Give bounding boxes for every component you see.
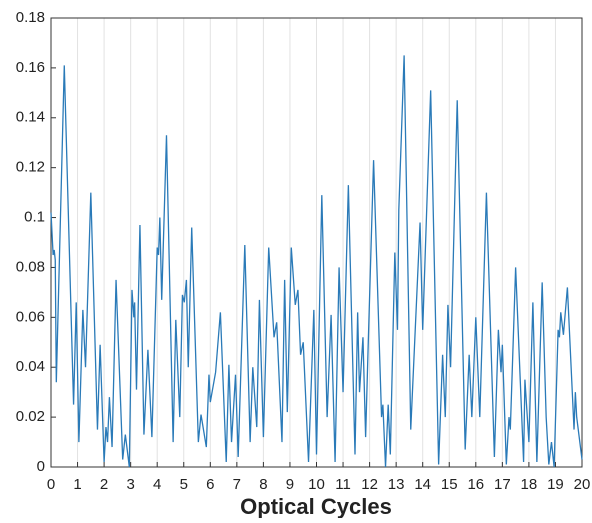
x-tick-label: 15 [441, 476, 458, 493]
x-axis-label: Optical Cycles [240, 494, 392, 518]
x-tick-label: 8 [259, 476, 267, 493]
x-tick-label: 2 [100, 476, 108, 493]
plot-frame [50, 17, 583, 468]
x-tick-label: 13 [388, 476, 405, 493]
y-tick-label: 0.1 [24, 209, 45, 226]
x-tick-label: 18 [521, 476, 538, 493]
x-tick-label: 14 [414, 476, 431, 493]
y-tick-label: 0.16 [16, 59, 45, 76]
y-tick-label: 0.14 [16, 109, 45, 126]
x-tick-label: 11 [335, 476, 351, 493]
x-tick-label: 6 [206, 476, 214, 493]
x-tick-label: 16 [467, 476, 484, 493]
x-tick-label: 17 [494, 476, 511, 493]
x-tick-label: 9 [286, 476, 294, 493]
y-tick-label: 0.04 [16, 358, 45, 375]
x-tick-label: 7 [233, 476, 241, 493]
data-line [50, 55, 583, 468]
x-tick-label: 3 [126, 476, 134, 493]
x-tick-label: 4 [153, 476, 161, 493]
y-tick-label: 0.12 [16, 159, 45, 176]
x-tick-label: 20 [574, 476, 591, 493]
x-tick-label: 1 [73, 476, 81, 493]
x-tick-label: 10 [308, 476, 325, 493]
y-tick-label: 0 [37, 458, 45, 475]
y-tick-label: 0.06 [16, 308, 45, 325]
y-tick-label: 0.18 [16, 9, 45, 26]
x-tick-label: 19 [547, 476, 564, 493]
y-tick-label: 0.08 [16, 258, 45, 275]
y-tick-label: 0.02 [16, 408, 45, 425]
x-tick-label: 0 [47, 476, 55, 493]
x-tick-label: 5 [180, 476, 188, 493]
x-tick-label: 12 [361, 476, 378, 493]
